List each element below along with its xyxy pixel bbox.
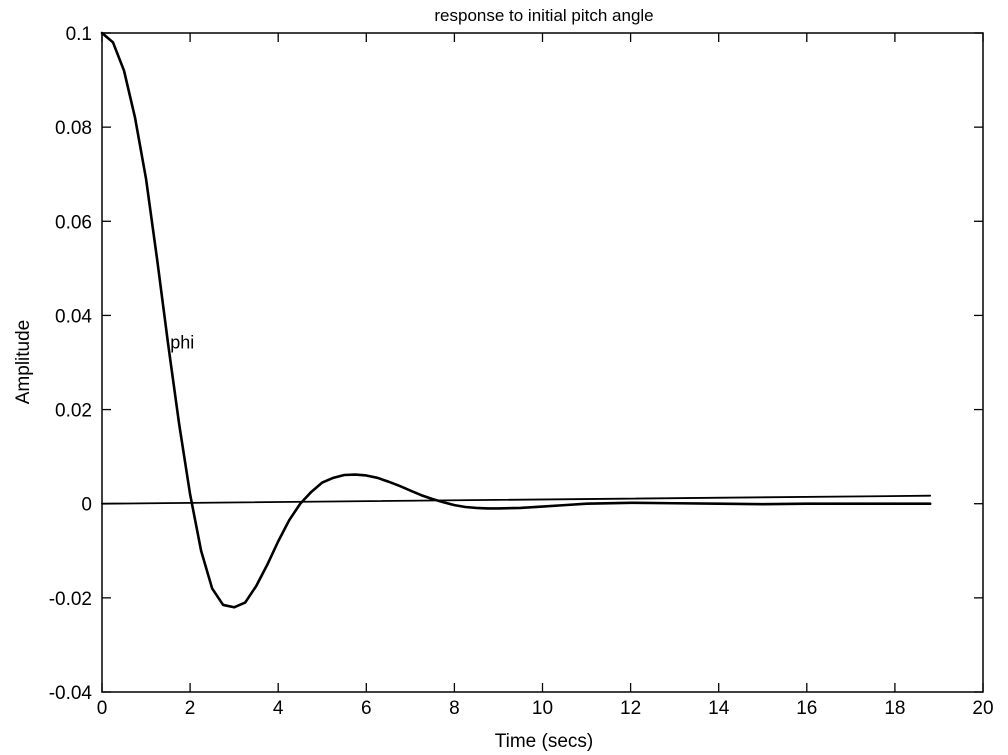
y-axis-label: Amplitude [13, 320, 34, 405]
y-tick-label: 0.02 [55, 401, 92, 422]
series-line-zero-line [101, 494, 932, 505]
annotation-layer: phi [170, 332, 194, 352]
x-tick-label: 0 [97, 698, 108, 719]
y-tick-label: 0.06 [55, 212, 92, 233]
axis-ticks: 0 2 4 6 8 10 12 14 16 18 20 -0.04 -0.02 0 0.02 0.04 0.06… [49, 24, 994, 719]
series-line-phi [100, 31, 932, 609]
y-tick-label: 0 [81, 495, 92, 516]
x-tick-label: 8 [449, 698, 460, 719]
series-layer [100, 31, 932, 609]
y-tick-label: -0.02 [49, 589, 92, 610]
x-tick-label: 16 [796, 698, 817, 719]
x-tick-label: 20 [972, 698, 993, 719]
x-tick-label: 4 [273, 698, 284, 719]
x-tick-label: 2 [185, 698, 196, 719]
x-tick-label: 18 [884, 698, 905, 719]
y-tick-label: 0.08 [55, 118, 92, 139]
y-tick-label: 0.1 [66, 24, 92, 45]
x-tick-label: 14 [708, 698, 730, 719]
y-tick-label: -0.04 [49, 683, 93, 704]
y-tick-label: 0.04 [55, 306, 92, 327]
chart-title: response to initial pitch angle [434, 6, 653, 25]
x-tick-label: 12 [620, 698, 641, 719]
plot-area-frame [101, 32, 984, 693]
x-tick-label: 10 [532, 698, 553, 719]
x-tick-label: 6 [361, 698, 372, 719]
x-axis-label: Time (secs) [495, 731, 594, 752]
annotation-label: phi [170, 332, 194, 352]
